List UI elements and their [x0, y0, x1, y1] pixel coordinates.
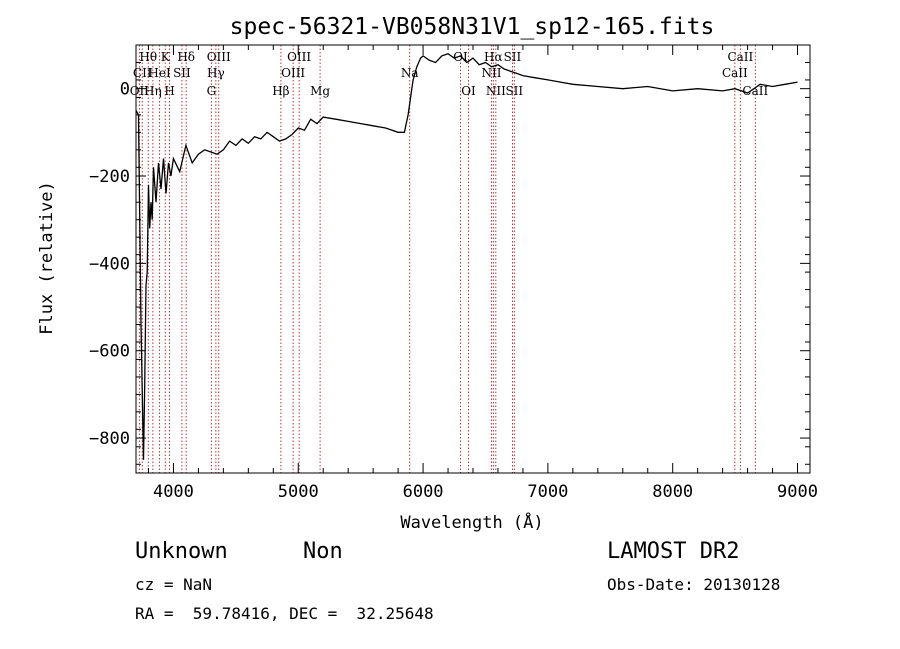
line-label: OIII — [207, 50, 231, 64]
y-tick-label: −400 — [89, 254, 130, 274]
x-tick-label: 9000 — [777, 482, 818, 502]
spectrum-line — [135, 52, 798, 460]
line-label: Hθ — [139, 50, 157, 64]
line-label: K — [161, 50, 171, 64]
chart-title: spec-56321-VB058N31V1_sp12-165.fits — [230, 14, 715, 40]
line-label: SII — [504, 50, 522, 64]
emission-line-labels: OII Hθ CII Hη HeI K H SII Hδ G Hγ OIII Hβ OIII OIII Mg N… — [130, 50, 769, 98]
line-label: CII — [133, 66, 152, 80]
line-label: Hβ — [272, 84, 289, 98]
survey-name: LAMOST DR2 — [607, 539, 740, 564]
line-label: G — [207, 84, 217, 98]
line-label: CaII — [722, 66, 748, 80]
line-label: SII — [173, 66, 191, 80]
observation-date: Obs-Date: 20130128 — [607, 575, 781, 594]
x-tick-label: 4000 — [153, 482, 194, 502]
line-label: OII — [130, 84, 150, 98]
line-label: NII — [486, 84, 506, 98]
spectrum-chart: spec-56321-VB058N31V1_sp12-165.fits OIIH… — [37, 14, 818, 533]
line-label: NII — [481, 66, 501, 80]
emission-line-markers — [138, 45, 756, 473]
line-label: CaII — [742, 84, 768, 98]
line-label: OIII — [281, 66, 305, 80]
object-class: Unknown — [135, 539, 228, 564]
x-axis-label: Wavelength (Å) — [400, 511, 543, 533]
line-label: Mg — [310, 84, 330, 98]
y-axis-label: Flux (relative) — [37, 181, 57, 335]
line-label: CaII — [727, 50, 753, 64]
redshift-cz: cz = NaN — [135, 575, 213, 594]
y-tick-label: −200 — [89, 167, 130, 187]
line-label: Hγ — [207, 66, 225, 80]
line-label: Hη — [144, 84, 162, 98]
line-label: OIII — [287, 50, 311, 64]
line-label: Hδ — [177, 50, 195, 64]
coordinates: RA = 59.78416, DEC = 32.25648 — [135, 604, 434, 623]
y-axis-ticks: −800 −600 −400 −200 0 — [89, 44, 810, 465]
y-tick-label: −600 — [89, 342, 130, 362]
x-tick-label: 6000 — [403, 482, 444, 502]
plot-frame — [135, 44, 811, 474]
line-label: H — [164, 84, 174, 98]
y-tick-label: −800 — [89, 429, 130, 449]
x-tick-label: 7000 — [527, 482, 568, 502]
line-label: OI — [461, 84, 476, 98]
y-tick-label: 0 — [120, 80, 130, 100]
line-label: HeI — [148, 66, 171, 80]
line-label: Hα — [484, 50, 503, 64]
x-axis-ticks: 4000 5000 6000 7000 8000 9000 — [147, 45, 818, 502]
object-subclass: Non — [303, 539, 343, 564]
line-label: SII — [505, 84, 523, 98]
x-tick-label: 8000 — [652, 482, 693, 502]
x-tick-label: 5000 — [278, 482, 319, 502]
